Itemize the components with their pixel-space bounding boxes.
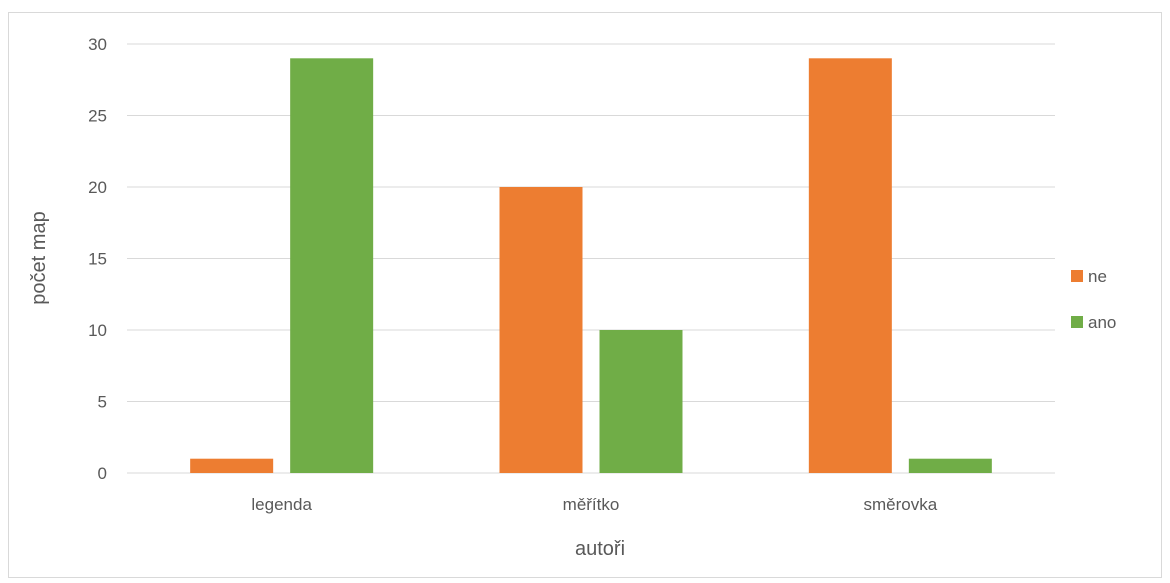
x-tick-label: směrovka bbox=[863, 495, 937, 514]
y-tick-label: 20 bbox=[88, 178, 107, 197]
y-axis-title: počet map bbox=[28, 211, 50, 304]
bar-ano-legenda bbox=[290, 58, 373, 473]
x-tick-label: měřítko bbox=[563, 495, 620, 514]
y-tick-label: 25 bbox=[88, 107, 107, 126]
y-tick-label: 10 bbox=[88, 321, 107, 340]
bar-ne-měřítko bbox=[500, 187, 583, 473]
legend-label-ne: ne bbox=[1088, 267, 1107, 286]
y-tick-label: 0 bbox=[98, 464, 107, 483]
bar-ne-legenda bbox=[190, 459, 273, 473]
bars bbox=[190, 58, 992, 473]
bar-ano-směrovka bbox=[909, 459, 992, 473]
legend-swatch-ano bbox=[1071, 316, 1083, 328]
x-tick-label: legenda bbox=[251, 495, 312, 514]
legend: ne ano bbox=[1071, 267, 1116, 332]
y-tick-label: 30 bbox=[88, 35, 107, 54]
bar-ne-směrovka bbox=[809, 58, 892, 473]
bar-ano-měřítko bbox=[600, 330, 683, 473]
x-axis-ticks: legenda měřítko směrovka bbox=[251, 495, 937, 514]
y-tick-label: 15 bbox=[88, 250, 107, 269]
y-axis-ticks: 0 5 10 15 20 25 30 bbox=[88, 35, 107, 483]
y-tick-label: 5 bbox=[98, 393, 107, 412]
legend-swatch-ne bbox=[1071, 270, 1083, 282]
legend-label-ano: ano bbox=[1088, 313, 1116, 332]
x-axis-title: autoři bbox=[575, 538, 625, 560]
gridlines bbox=[127, 44, 1055, 473]
